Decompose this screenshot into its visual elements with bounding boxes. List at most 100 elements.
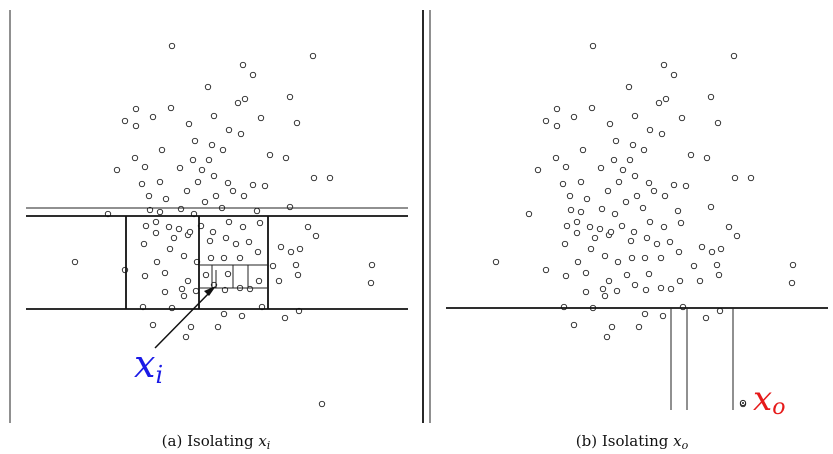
data-point [184, 277, 192, 285]
label-main: x [753, 379, 772, 419]
data-point [645, 270, 653, 278]
data-point [180, 252, 188, 260]
data-point [138, 180, 146, 188]
data-point [255, 277, 263, 285]
data-point [204, 83, 212, 91]
data-point [788, 279, 796, 287]
data-point [286, 203, 294, 211]
data-point [194, 178, 202, 186]
data-point [690, 262, 698, 270]
data-point [628, 254, 636, 262]
data-point [603, 333, 611, 341]
data-point [175, 225, 183, 233]
data-point [645, 179, 653, 187]
data-point [573, 229, 581, 237]
data-point [655, 99, 663, 107]
xi-arrow [154, 286, 216, 349]
data-point [630, 228, 638, 236]
data-point [583, 195, 591, 203]
data-point [131, 154, 139, 162]
data-point [287, 248, 295, 256]
data-point [277, 243, 285, 251]
data-point [698, 243, 706, 251]
data-point [225, 126, 233, 134]
data-point [707, 203, 715, 211]
data-point [650, 187, 658, 195]
data-point [240, 192, 248, 200]
data-point [553, 122, 561, 130]
data-point [667, 285, 675, 293]
data-point [198, 166, 206, 174]
data-point [733, 232, 741, 240]
data-point [132, 105, 140, 113]
data-point [591, 234, 599, 242]
data-point [166, 245, 174, 253]
data-point [553, 105, 561, 113]
data-point [725, 223, 733, 231]
data-point [266, 151, 274, 159]
data-point [586, 223, 594, 231]
data-point [678, 114, 686, 122]
caption-prefix: (a) Isolating [162, 432, 259, 450]
data-point [542, 117, 550, 125]
data-point [158, 146, 166, 154]
data-point [570, 113, 578, 121]
data-point [152, 218, 160, 226]
data-point [566, 192, 574, 200]
data-point [604, 187, 612, 195]
data-point [563, 222, 571, 230]
panel-b: xo (b) Isolating xo [429, 10, 828, 452]
data-point [170, 234, 178, 242]
data-point [180, 292, 188, 300]
data-point [660, 61, 668, 69]
data-point [605, 277, 613, 285]
data-point [567, 206, 575, 214]
data-point [210, 112, 218, 120]
data-point [589, 42, 597, 50]
data-point [658, 130, 666, 138]
data-point [611, 210, 619, 218]
data-point [214, 323, 222, 331]
data-point [582, 269, 590, 277]
caption-sub: i [267, 439, 271, 452]
data-point [162, 195, 170, 203]
caption-sub: o [682, 439, 689, 452]
data-point [191, 137, 199, 145]
data-point [219, 146, 227, 154]
data-point [224, 270, 232, 278]
panel-b-points [492, 42, 797, 408]
data-point [71, 258, 79, 266]
panel-b-point-label: xo [753, 379, 785, 420]
data-point [615, 178, 623, 186]
data-point [326, 174, 334, 182]
data-point [161, 269, 169, 277]
data-point [542, 266, 550, 274]
data-point [153, 258, 161, 266]
data-point [168, 42, 176, 50]
data-point [149, 113, 157, 121]
data-point [121, 117, 129, 125]
data-point [245, 238, 253, 246]
data-point [368, 261, 376, 269]
data-point [310, 174, 318, 182]
data-point [653, 240, 661, 248]
data-point [202, 271, 210, 279]
panel-a-partition-lines [26, 207, 408, 310]
data-point [613, 287, 621, 295]
data-point [618, 222, 626, 230]
data-point [646, 218, 654, 226]
caption-prefix: (b) Isolating [576, 432, 673, 450]
data-point [132, 122, 140, 130]
data-point [176, 164, 184, 172]
data-point [149, 321, 157, 329]
data-point [633, 192, 641, 200]
data-point [631, 112, 639, 120]
data-point [707, 93, 715, 101]
data-point [201, 198, 209, 206]
panel-b-caption: (b) Isolating xo [576, 432, 689, 452]
data-point [182, 333, 190, 341]
data-point [281, 314, 289, 322]
data-point [141, 272, 149, 280]
data-point [666, 238, 674, 246]
data-point [253, 207, 261, 215]
